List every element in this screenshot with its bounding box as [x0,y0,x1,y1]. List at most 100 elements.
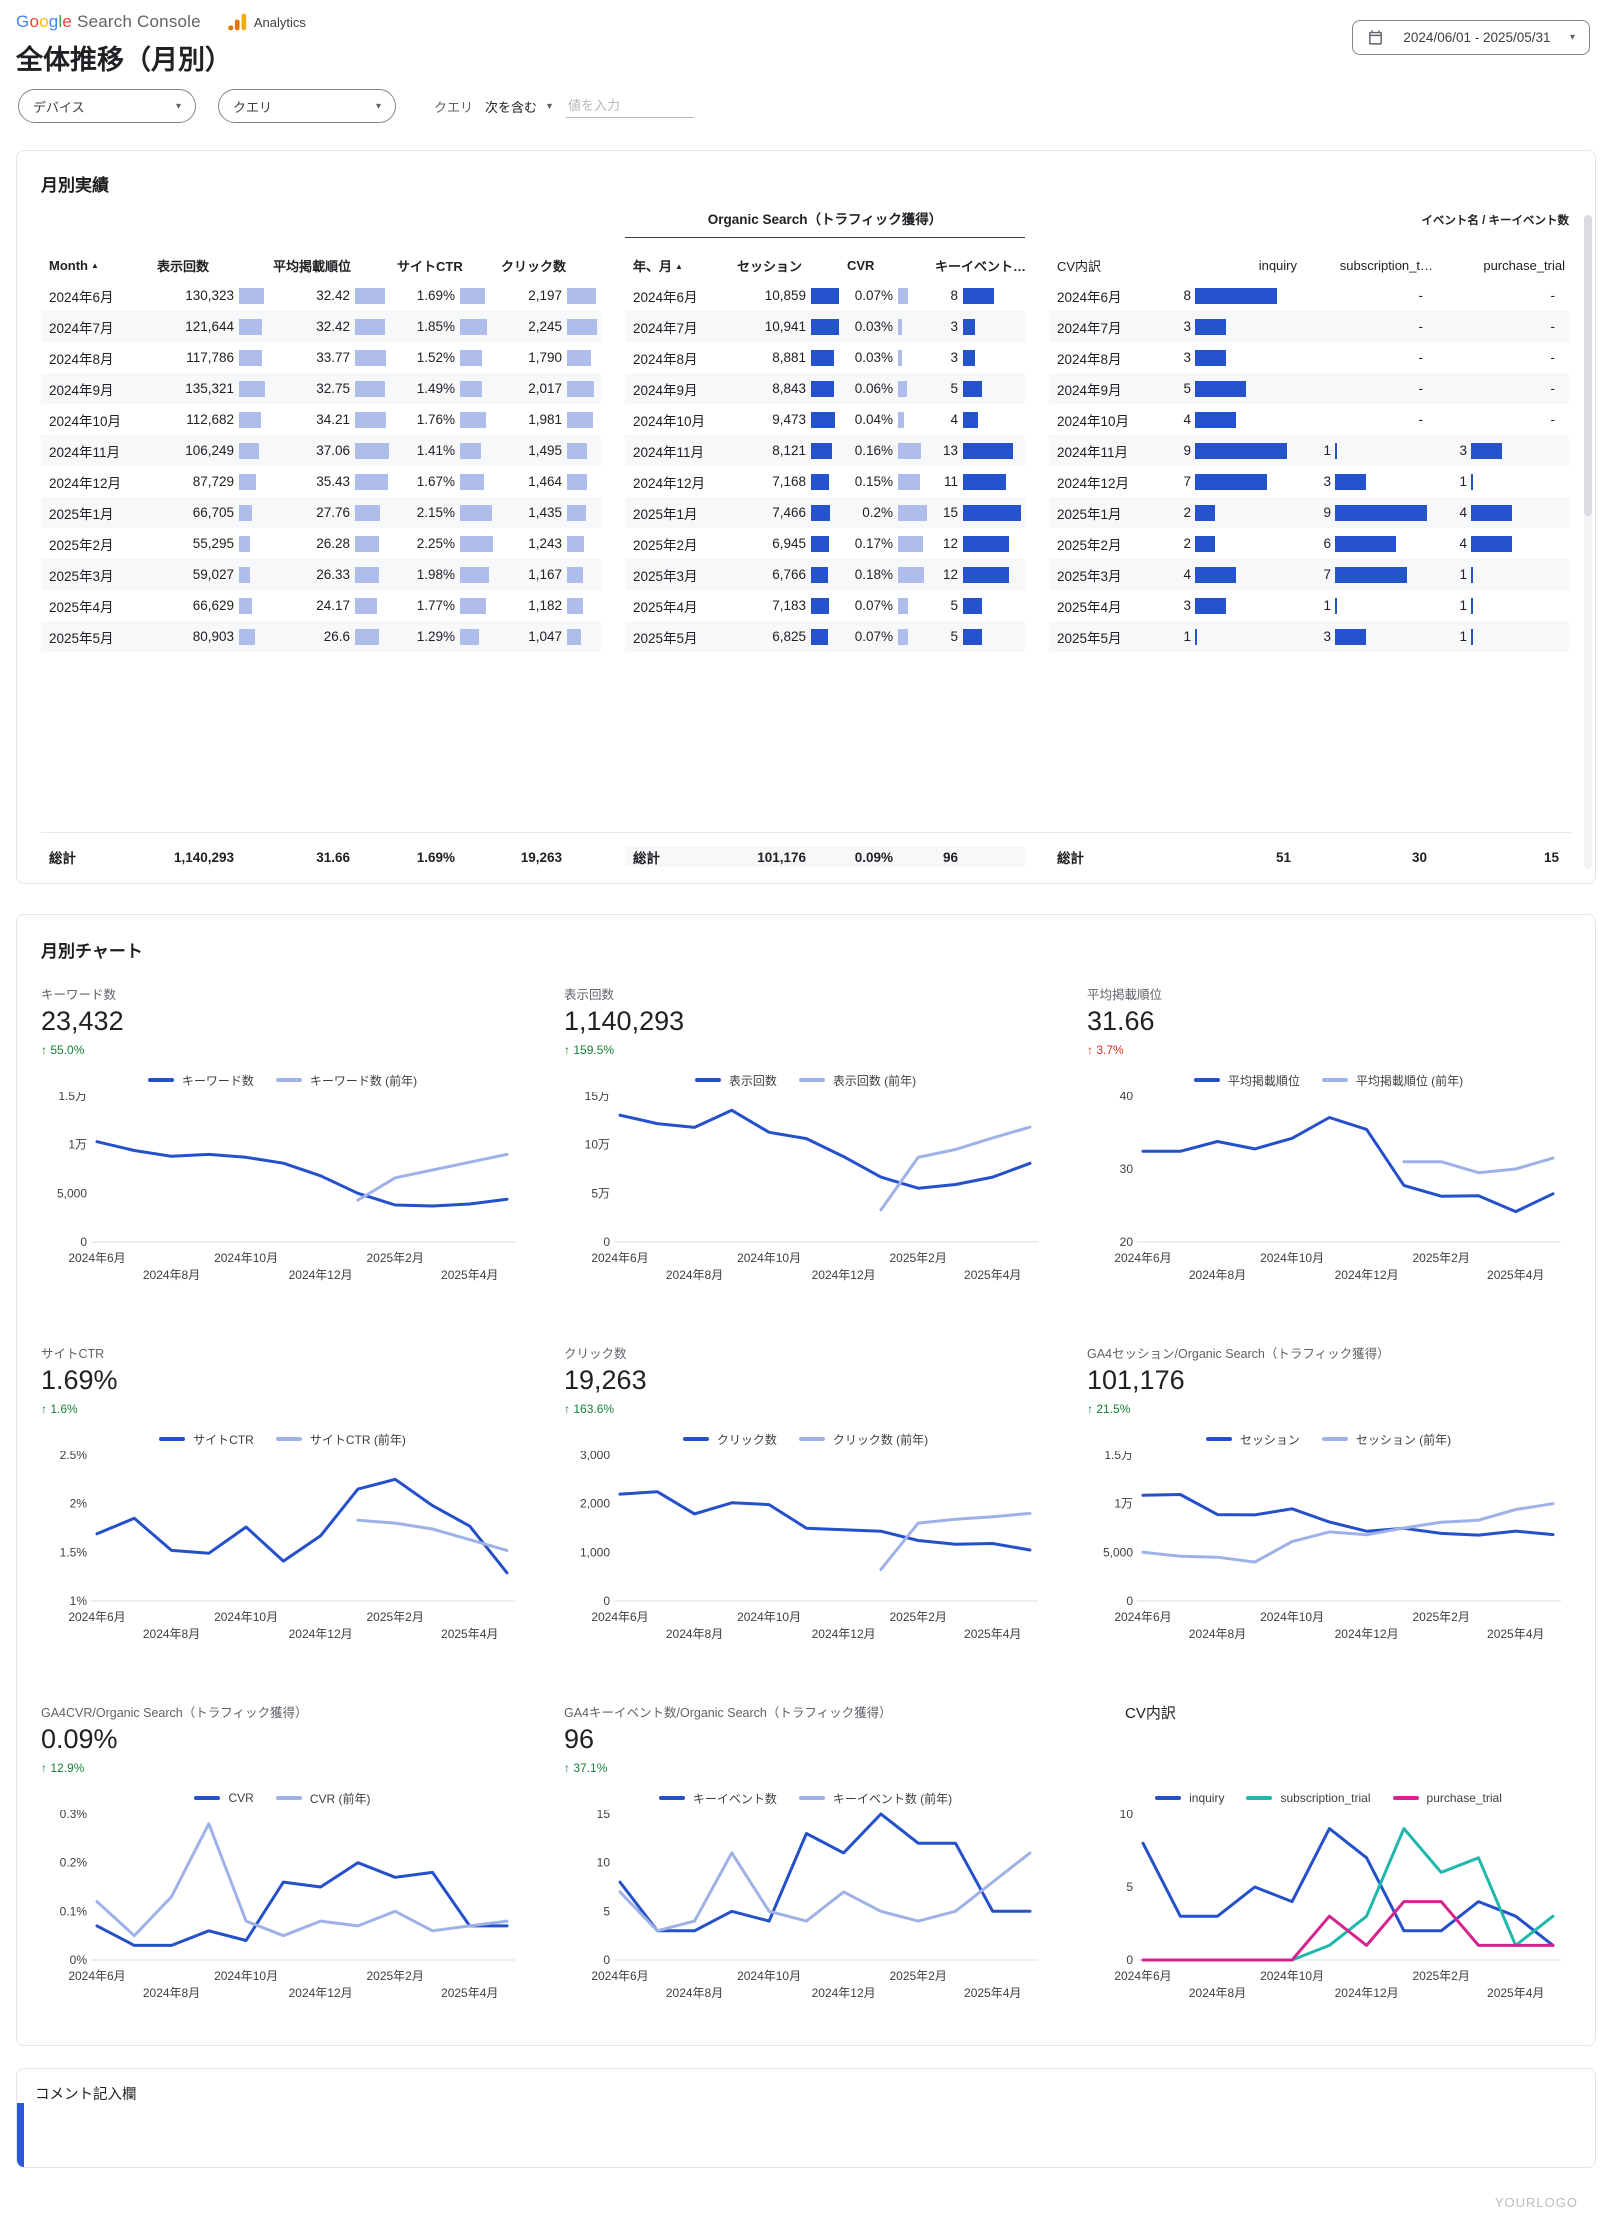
legend-item[interactable]: 表示回数 [694,1072,777,1089]
legend-item[interactable]: セッション (前年) [1321,1431,1451,1448]
legend-swatch [1155,1796,1182,1800]
legend-item[interactable]: セッション [1205,1431,1300,1448]
line-chart[interactable]: 0 1,000 2,000 3,000 2024年6月 2024年8月 2024年10月 20… [564,1448,1044,1663]
table-row[interactable]: 2025年4月 3 1 1 [1049,590,1569,621]
legend-item[interactable]: 表示回数 (前年) [798,1072,916,1089]
table-row[interactable]: 2024年10月 112,682 34.21 1.76% 1,981 [41,404,601,435]
legend-item[interactable]: 平均掲載順位 [1193,1072,1300,1089]
table-row[interactable]: 2025年2月 2 6 4 [1049,528,1569,559]
date-range-picker[interactable]: 2024/06/01 - 2025/05/31 ▾ [1352,20,1590,55]
column-header[interactable]: CV内訳 [1057,258,1102,274]
table-row[interactable]: 2024年7月 3 - - [1049,311,1569,342]
legend-item[interactable]: subscription_trial [1246,1791,1371,1805]
table-row[interactable]: 2025年1月 7,466 0.2% 15 [625,497,1025,528]
cell-value: 117,786 [186,350,234,365]
column-header[interactable]: セッション [737,258,803,274]
table-row[interactable]: 2025年3月 4 7 1 [1049,559,1569,590]
legend-item[interactable]: 平均掲載順位 (前年) [1321,1072,1463,1089]
kpi-label: 平均掲載順位 [1087,988,1163,1002]
column-header[interactable]: inquiry [1258,257,1297,273]
table-row[interactable]: 2024年12月 7 3 1 [1049,466,1569,497]
legend-item[interactable]: CVR (前年) [275,1790,371,1807]
legend-item[interactable]: クリック数 (前年) [798,1431,928,1448]
line-chart[interactable]: 0 5万 10万 15万 2024年6月 2024年8月 2024年10月 2024年12月 2… [564,1089,1044,1304]
column-header[interactable]: クリック数 [501,258,567,274]
line-chart[interactable]: 0 5 10 15 2024年6月 2024年8月 2024年10月 2024年12月 2025… [564,1807,1044,2022]
legend-item[interactable]: キーワード数 (前年) [275,1072,417,1089]
total-value: 30 [1411,849,1427,865]
total-label: 総計 [1057,851,1084,866]
chart-legend: inquiry subscription_trial purchase_trial [1087,1788,1570,1808]
table-row[interactable]: 2024年11月 9 1 3 [1049,435,1569,466]
device-filter-dropdown[interactable]: デバイス ▾ [18,89,196,123]
table-row[interactable]: 2024年8月 8,881 0.03% 3 [625,342,1025,373]
table-row[interactable]: 2024年6月 10,859 0.07% 8 [625,280,1025,311]
table-row[interactable]: 2025年3月 6,766 0.18% 12 [625,559,1025,590]
legend-item[interactable]: purchase_trial [1392,1791,1502,1805]
table-row[interactable]: 2024年12月 87,729 35.43 1.67% 1,464 [41,466,601,497]
column-header[interactable]: 年、月 ▲ [633,258,683,274]
column-header[interactable]: subscription_t… [1339,257,1433,273]
query-filter-dropdown[interactable]: クエリ ▾ [218,89,396,123]
line-chart[interactable]: 20 30 40 2024年6月 2024年8月 2024年10月 2024年12月 2025… [1087,1089,1567,1304]
column-header[interactable]: purchase_trial [1483,257,1565,273]
legend-item[interactable]: サイトCTR [159,1431,254,1448]
kpi-value: 96 [564,1724,595,1754]
condition-operator-select[interactable]: 次を含む ▼ [483,93,556,120]
table-row[interactable]: 2024年10月 4 - - [1049,404,1569,435]
table-total-row: 総計 1,140,293 31.66 1.69% 19,263 [41,847,601,867]
cell-value: 1.98% [416,567,455,582]
table-row[interactable]: 2024年12月 7,168 0.15% 11 [625,466,1025,497]
table-row[interactable]: 2024年8月 3 - - [1049,342,1569,373]
legend-item[interactable]: サイトCTR (前年) [275,1431,406,1448]
table-row[interactable]: 2025年5月 80,903 26.6 1.29% 1,047 [41,621,601,652]
line-chart[interactable]: 0 5 10 2024年6月 2024年8月 2024年10月 2024年12月 2025年2… [1087,1807,1567,2022]
table-cell: 32.42 [269,318,393,335]
legend-item[interactable]: キーイベント数 (前年) [798,1790,952,1807]
column-header[interactable]: Month ▲ [49,257,99,273]
legend-item[interactable]: キーワード数 [147,1072,254,1089]
legend-item[interactable]: クリック数 [682,1431,777,1448]
column-header[interactable]: CVR [847,257,875,273]
table-row[interactable]: 2025年4月 66,629 24.17 1.77% 1,182 [41,590,601,621]
line-chart[interactable]: 0 5,000 1万 1.5万 2024年6月 2024年8月 2024年10月 2024年1… [1087,1448,1567,1663]
table-row[interactable]: 2024年6月 130,323 32.42 1.69% 2,197 [41,280,601,311]
column-header[interactable]: 平均掲載順位 [273,258,352,274]
table-row[interactable]: 2025年2月 55,295 26.28 2.25% 1,243 [41,528,601,559]
column-header[interactable]: 表示回数 [157,258,210,274]
table-row[interactable]: 2024年11月 106,249 37.06 1.41% 1,495 [41,435,601,466]
table-cell: 10,941 [733,318,843,335]
table-row[interactable]: 2024年10月 9,473 0.04% 4 [625,404,1025,435]
table-row[interactable]: 2024年7月 10,941 0.03% 3 [625,311,1025,342]
legend-item[interactable]: CVR [194,1791,254,1805]
table-row[interactable]: 2024年7月 121,644 32.42 1.85% 2,245 [41,311,601,342]
column-header[interactable]: キーイベント… [935,258,1025,274]
table-row[interactable]: 2024年9月 135,321 32.75 1.49% 2,017 [41,373,601,404]
table-row[interactable]: 2025年5月 6,825 0.07% 5 [625,621,1025,652]
x-axis-tick: 2024年10月 [1260,1969,1324,1983]
table-row[interactable]: 2025年2月 6,945 0.17% 12 [625,528,1025,559]
legend-item[interactable]: inquiry [1155,1791,1224,1805]
table-row[interactable]: 2024年11月 8,121 0.16% 13 [625,435,1025,466]
table-row[interactable]: 2025年1月 66,705 27.76 2.15% 1,435 [41,497,601,528]
line-chart[interactable]: 1% 1.5% 2% 2.5% 2024年6月 2024年8月 2024年10月 2024年1… [41,1448,521,1663]
table-row[interactable]: 2024年8月 117,786 33.77 1.52% 1,790 [41,342,601,373]
table-row[interactable]: 2025年3月 59,027 26.33 1.98% 1,167 [41,559,601,590]
legend-item[interactable]: キーイベント数 [658,1790,777,1807]
line-chart[interactable]: 0% 0.1% 0.2% 0.3% 2024年6月 2024年8月 2024年10月 2024… [41,1807,521,2022]
table-row[interactable]: 2024年9月 8,843 0.06% 5 [625,373,1025,404]
line-chart[interactable]: 0 5,000 1万 1.5万 2024年6月 2024年8月 2024年10月 2024年1… [41,1089,521,1304]
google-logo: Google [16,12,72,32]
value-bar [898,287,909,304]
table-row[interactable]: 2025年4月 7,183 0.07% 5 [625,590,1025,621]
condition-value-input[interactable] [565,94,694,118]
table-row[interactable]: 2025年1月 2 9 4 [1049,497,1569,528]
table-row[interactable]: 2025年5月 1 3 1 [1049,621,1569,652]
table-super-header [41,206,601,250]
table-row[interactable]: 2024年9月 5 - - [1049,373,1569,404]
table-row[interactable]: 2024年6月 8 - - [1049,280,1569,311]
column-header[interactable]: サイトCTR [397,258,463,274]
legend-swatch [798,1078,825,1082]
table-scrollbar[interactable] [1584,215,1592,869]
scrollbar-thumb[interactable] [1584,215,1592,516]
